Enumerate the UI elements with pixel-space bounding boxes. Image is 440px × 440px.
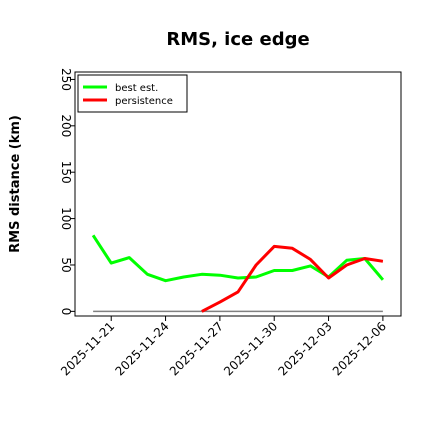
series-line-best-est (91, 234, 385, 283)
x-tick-label: 2025-11-24 (113, 319, 172, 378)
legend: best est. persistence (77, 74, 188, 113)
axes: 0501001502002502025-11-212025-11-242025-… (58, 68, 389, 378)
x-tick-label: 2025-12-06 (330, 319, 389, 378)
x-tick-label: 2025-12-03 (276, 319, 335, 378)
legend-label-best-est: best est. (115, 83, 158, 94)
y-tick-label: 0 (59, 308, 73, 316)
plot-frame (74, 71, 402, 317)
legend-label-persistence: persistence (115, 96, 173, 107)
legend-box (77, 74, 188, 113)
y-tick-label: 150 (59, 161, 73, 184)
y-axis-label: RMS distance (km) (8, 115, 23, 253)
series-line-persistence (201, 244, 384, 313)
y-tick-label: 200 (59, 114, 73, 137)
y-tick-label: 50 (59, 257, 73, 272)
x-tick-label: 2025-11-21 (58, 319, 117, 378)
y-tick-label: 100 (59, 207, 73, 230)
x-tick-label: 2025-11-27 (167, 319, 226, 378)
plot-area (91, 234, 385, 313)
y-tick-label: 250 (59, 68, 73, 91)
x-tick-label: 2025-11-30 (221, 319, 280, 378)
chart-title: RMS, ice edge (166, 29, 309, 50)
